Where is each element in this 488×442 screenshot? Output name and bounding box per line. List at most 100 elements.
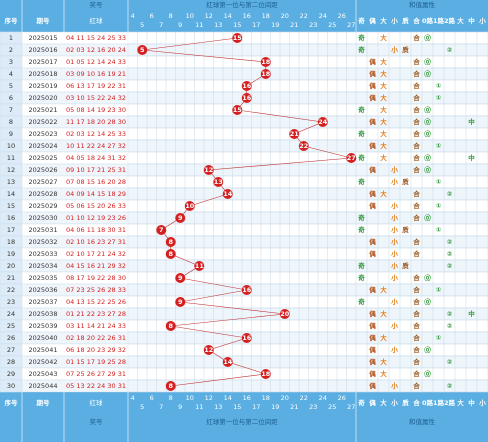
issue: 2025040: [29, 334, 58, 342]
attr-mark: 合: [412, 357, 420, 366]
attr-mark: 奇: [358, 33, 365, 42]
grid-col-label: 24: [319, 394, 327, 402]
grid-col-label: 17: [252, 21, 260, 29]
row-no: 5: [9, 82, 13, 90]
attr-mark: 小: [390, 165, 398, 174]
attr-cell: [476, 379, 488, 393]
hit-value: 9: [178, 298, 183, 306]
hit-value: 14: [223, 190, 233, 198]
issue: 2025019: [29, 82, 58, 90]
hit-ball: [241, 81, 252, 91]
issue: 2025042: [29, 358, 58, 366]
attr-mark: 奇: [358, 213, 365, 222]
attr-mark: ⓪: [424, 165, 431, 174]
attr-mark: 小: [390, 321, 398, 330]
grid-col-label: 17: [252, 403, 260, 411]
attr-col-label: 中: [468, 398, 475, 407]
attr-mark: ⓪: [424, 213, 431, 222]
attr-mark: 奇: [358, 177, 365, 186]
grid-col-label: 25: [328, 403, 336, 411]
balls: 09 10 17 21 25 31: [66, 166, 126, 174]
attr-mark: 中: [468, 309, 475, 318]
attr-col-label: 质: [402, 16, 409, 25]
attr-mark: 偶: [369, 333, 376, 342]
attr-mark: 合: [412, 369, 420, 378]
hit-value: 20: [280, 310, 290, 318]
grid-col-label: 10: [186, 394, 194, 402]
attr-mark: 奇: [358, 153, 365, 162]
attr-mark: 偶: [369, 141, 376, 150]
issue: 2025029: [29, 202, 58, 210]
grid-col-label: 23: [309, 403, 317, 411]
attr-mark: ②: [447, 46, 453, 54]
grid-col-label: 23: [309, 21, 317, 29]
attr-mark: ①: [436, 82, 442, 90]
attr-mark: 合: [412, 141, 420, 150]
attr-mark: 合: [412, 81, 420, 90]
grid-col-label: 4: [131, 394, 135, 402]
attr-col-label: 0路: [422, 16, 434, 25]
attr-mark: 偶: [369, 357, 376, 366]
attr-mark: 大: [380, 57, 387, 66]
grid-col-label: 27: [347, 21, 355, 29]
attr-col-label: 奇: [358, 398, 365, 407]
grid-col-label: 11: [195, 21, 203, 29]
issue: 2025015: [29, 34, 58, 42]
grid-col-label: 8: [169, 12, 173, 20]
hit-ball: [298, 141, 309, 151]
grid-col-label: 7: [159, 21, 163, 29]
hit-value: 16: [242, 334, 252, 342]
row-no: 19: [7, 250, 15, 258]
row-no: 20: [7, 262, 15, 270]
hit-value: 5: [140, 46, 145, 54]
grid-col-label: 25: [328, 21, 336, 29]
attr-mark: 小: [390, 237, 398, 246]
attr-mark: 大: [380, 285, 387, 294]
attr-col-label: 大: [457, 16, 464, 25]
hit-ball: [213, 177, 224, 187]
grid-col-label: 19: [271, 21, 279, 29]
attr-mark: 合: [412, 189, 420, 198]
attr-mark: 合: [412, 273, 420, 282]
hit-ball: [156, 225, 167, 235]
attr-mark: ①: [436, 226, 442, 234]
balls: 04 09 14 15 18 29: [66, 190, 126, 198]
attr-mark: 偶: [369, 117, 376, 126]
row-no: 29: [7, 370, 15, 378]
attr-mark: 合: [412, 105, 420, 114]
grid-col-label: 5: [140, 21, 144, 29]
attr-col-label: 小: [478, 398, 486, 407]
attr-mark: 大: [380, 81, 387, 90]
grid-col-label: 18: [262, 12, 270, 20]
row-no: 25: [7, 322, 15, 330]
attr-mark: 偶: [369, 345, 376, 354]
grid-col-label: 15: [233, 21, 241, 29]
attr-mark: ②: [447, 310, 453, 318]
attr-mark: 偶: [369, 249, 376, 258]
row-no: 27: [7, 346, 15, 354]
balls: 02 18 20 22 26 31: [66, 334, 126, 342]
attr-mark: 合: [412, 153, 420, 162]
hit-value: 15: [233, 106, 243, 114]
grid-col-label: 15: [233, 403, 241, 411]
attr-col-label: 奇: [358, 16, 365, 25]
hit-ball: [165, 237, 176, 247]
row-no: 22: [7, 286, 15, 294]
issue: 2025024: [29, 142, 58, 150]
attr-mark: 偶: [369, 381, 376, 390]
attr-mark: 合: [412, 57, 420, 66]
attr-mark: ②: [447, 262, 453, 270]
issue: 2025034: [29, 262, 58, 270]
balls: 02 03 12 14 25 33: [66, 130, 126, 138]
row-no: 16: [7, 214, 15, 222]
grid-col-label: 21: [290, 403, 298, 411]
hit-ball: [289, 129, 300, 139]
hit-ball: [232, 105, 243, 115]
balls: 05 06 15 20 26 33: [66, 202, 126, 210]
attr-mark: ②: [447, 190, 453, 198]
grid-col-label: 26: [338, 12, 346, 20]
balls: 07 23 25 26 28 33: [66, 286, 126, 294]
header-bg: [0, 0, 488, 32]
hit-ball: [222, 357, 233, 367]
hit-value: 18: [261, 58, 271, 66]
